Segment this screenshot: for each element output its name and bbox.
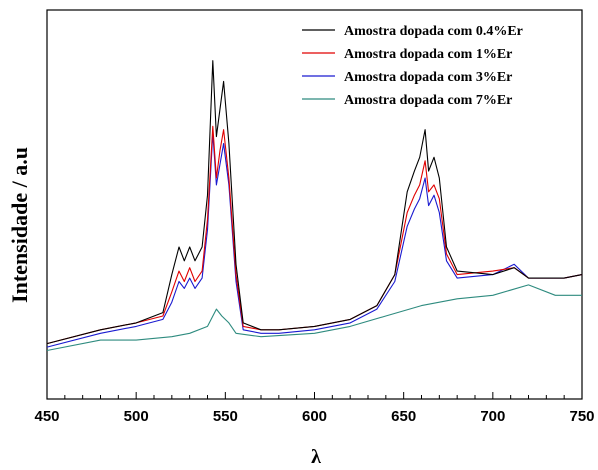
legend-label: Amostra dopada com 3%Er <box>344 70 512 85</box>
series-line <box>46 125 583 345</box>
legend-label: Amostra dopada com 1%Er <box>344 47 512 62</box>
x-tick-label: 500 <box>124 408 149 425</box>
series-line <box>46 284 582 352</box>
x-tick-label: 750 <box>569 408 594 425</box>
x-tick-label: 650 <box>391 408 416 425</box>
x-axis-title: λ <box>311 446 321 468</box>
legend-label: Amostra dopada com 0.4%Er <box>344 24 523 39</box>
legend-label: Amostra dopada com 7%Er <box>344 93 512 108</box>
y-axis-title: Intensidade / a.u <box>7 147 32 303</box>
x-tick-label: 550 <box>213 408 238 425</box>
x-tick-label: 600 <box>302 408 327 425</box>
series-line <box>46 132 583 348</box>
x-tick-label: 700 <box>480 408 505 425</box>
series-line <box>46 60 583 345</box>
series-group <box>46 60 583 352</box>
x-ticks: 450 500 550 600 650 700 750 <box>34 392 595 425</box>
x-tick-label: 450 <box>34 408 59 425</box>
legend: Amostra dopada com 0.4%Er Amostra dopada … <box>302 24 523 108</box>
